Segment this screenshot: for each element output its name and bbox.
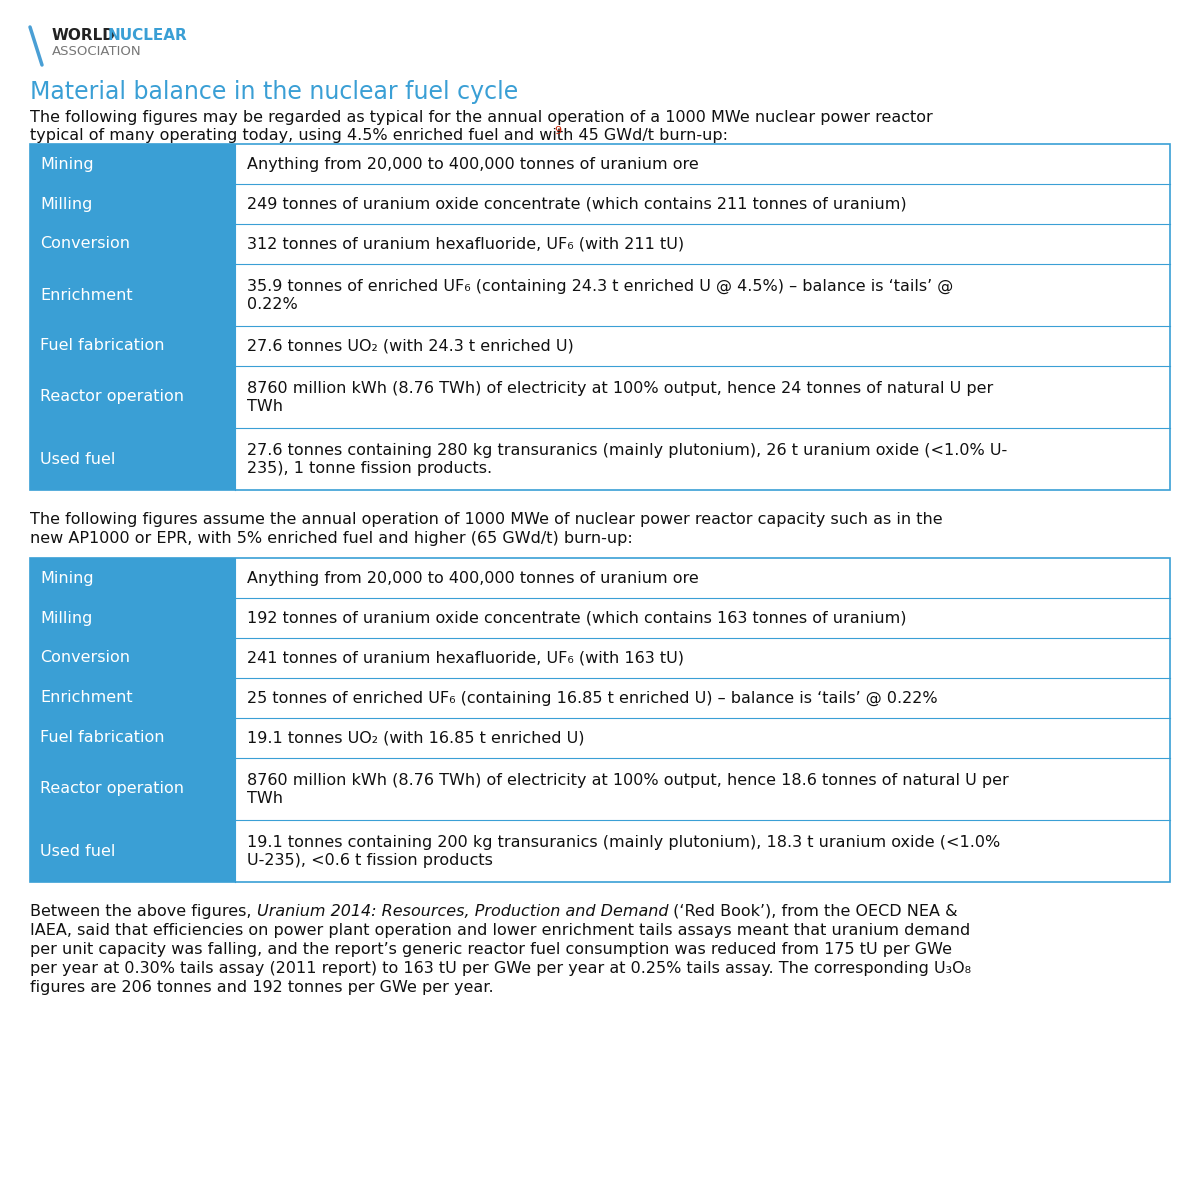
Text: Uranium 2014: Resources, Production and Demand: Uranium 2014: Resources, Production and … <box>257 904 668 919</box>
Bar <box>30 678 235 718</box>
Text: Enrichment: Enrichment <box>40 690 133 706</box>
Text: 27.6 tonnes containing 280 kg transuranics (mainly plutonium), 26 t uranium oxid: 27.6 tonnes containing 280 kg transurani… <box>247 443 1007 458</box>
Text: Between the above figures,: Between the above figures, <box>30 904 257 919</box>
Bar <box>30 326 235 367</box>
Text: 312 tonnes of uranium hexafluoride, UF₆ (with 211 tU): 312 tonnes of uranium hexafluoride, UF₆ … <box>247 237 684 251</box>
Bar <box>235 820 1170 882</box>
Text: Milling: Milling <box>40 610 92 626</box>
Text: 241 tonnes of uranium hexafluoride, UF₆ (with 163 tU): 241 tonnes of uranium hexafluoride, UF₆ … <box>247 651 684 665</box>
Text: 9: 9 <box>554 126 562 136</box>
Text: Enrichment: Enrichment <box>40 288 133 302</box>
Text: Milling: Milling <box>40 196 92 212</box>
Text: Material balance in the nuclear fuel cycle: Material balance in the nuclear fuel cyc… <box>30 80 518 104</box>
Text: 35.9 tonnes of enriched UF₆ (containing 24.3 t enriched U @ 4.5%) – balance is ‘: 35.9 tonnes of enriched UF₆ (containing … <box>247 278 953 294</box>
Bar <box>235 758 1170 820</box>
Text: 8760 million kWh (8.76 TWh) of electricity at 100% output, hence 18.6 tonnes of : 8760 million kWh (8.76 TWh) of electrici… <box>247 774 1009 788</box>
Text: per unit capacity was falling, and the report’s generic reactor fuel consumption: per unit capacity was falling, and the r… <box>30 942 952 957</box>
Bar <box>30 144 1170 490</box>
Text: figures are 206 tonnes and 192 tonnes per GWe per year.: figures are 206 tonnes and 192 tonnes pe… <box>30 981 493 995</box>
Text: new AP1000 or EPR, with 5% enriched fuel and higher (65 GWd/t) burn-up:: new AP1000 or EPR, with 5% enriched fuel… <box>30 531 632 546</box>
Text: Mining: Mining <box>40 157 94 171</box>
Bar <box>30 367 235 428</box>
Text: The following figures may be regarded as typical for the annual operation of a 1: The following figures may be regarded as… <box>30 109 932 125</box>
Bar <box>235 367 1170 428</box>
Text: 8760 million kWh (8.76 TWh) of electricity at 100% output, hence 24 tonnes of na: 8760 million kWh (8.76 TWh) of electrici… <box>247 381 994 396</box>
Text: Fuel fabrication: Fuel fabrication <box>40 338 164 353</box>
Bar <box>30 144 235 184</box>
Text: 0.22%: 0.22% <box>247 298 298 312</box>
Text: U-235), <0.6 t fission products: U-235), <0.6 t fission products <box>247 853 493 868</box>
Text: 192 tonnes of uranium oxide concentrate (which contains 163 tonnes of uranium): 192 tonnes of uranium oxide concentrate … <box>247 610 906 626</box>
Text: Fuel fabrication: Fuel fabrication <box>40 731 164 745</box>
Text: Anything from 20,000 to 400,000 tonnes of uranium ore: Anything from 20,000 to 400,000 tonnes o… <box>247 570 698 585</box>
Text: 27.6 tonnes UO₂ (with 24.3 t enriched U): 27.6 tonnes UO₂ (with 24.3 t enriched U) <box>247 338 574 353</box>
Text: 19.1 tonnes containing 200 kg transuranics (mainly plutonium), 18.3 t uranium ox: 19.1 tonnes containing 200 kg transurani… <box>247 835 1001 850</box>
Bar <box>235 184 1170 224</box>
Text: The following figures assume the annual operation of 1000 MWe of nuclear power r: The following figures assume the annual … <box>30 512 943 527</box>
Bar <box>235 599 1170 638</box>
Text: Reactor operation: Reactor operation <box>40 389 184 405</box>
Bar <box>30 558 1170 882</box>
Text: IAEA, said that efficiencies on power plant operation and lower enrichment tails: IAEA, said that efficiencies on power pl… <box>30 923 971 938</box>
Bar <box>30 428 235 490</box>
Text: 235), 1 tonne fission products.: 235), 1 tonne fission products. <box>247 461 492 476</box>
Text: NUCLEAR: NUCLEAR <box>108 29 187 43</box>
Text: Conversion: Conversion <box>40 237 130 251</box>
Bar <box>235 718 1170 758</box>
Text: Conversion: Conversion <box>40 651 130 665</box>
Text: Used fuel: Used fuel <box>40 844 115 858</box>
Text: WORLD: WORLD <box>52 29 116 43</box>
Bar <box>235 638 1170 678</box>
Text: ASSOCIATION: ASSOCIATION <box>52 45 142 58</box>
Bar <box>30 758 235 820</box>
Bar <box>235 558 1170 599</box>
Text: 19.1 tonnes UO₂ (with 16.85 t enriched U): 19.1 tonnes UO₂ (with 16.85 t enriched U… <box>247 731 584 745</box>
Bar <box>30 264 235 326</box>
Text: TWh: TWh <box>247 791 283 806</box>
Text: Used fuel: Used fuel <box>40 451 115 466</box>
Text: per year at 0.30% tails assay (2011 report) to 163 tU per GWe per year at 0.25% : per year at 0.30% tails assay (2011 repo… <box>30 962 971 976</box>
Bar <box>30 638 235 678</box>
Bar <box>235 326 1170 367</box>
Text: 25 tonnes of enriched UF₆ (containing 16.85 t enriched U) – balance is ‘tails’ @: 25 tonnes of enriched UF₆ (containing 16… <box>247 690 937 706</box>
Bar <box>235 264 1170 326</box>
Text: TWh: TWh <box>247 399 283 414</box>
Bar <box>235 224 1170 264</box>
Text: 249 tonnes of uranium oxide concentrate (which contains 211 tonnes of uranium): 249 tonnes of uranium oxide concentrate … <box>247 196 907 212</box>
Bar <box>30 599 235 638</box>
Bar <box>30 820 235 882</box>
Text: (‘Red Book’), from the OECD NEA &: (‘Red Book’), from the OECD NEA & <box>668 904 958 919</box>
Text: Mining: Mining <box>40 570 94 585</box>
Bar <box>235 144 1170 184</box>
Bar <box>30 558 235 599</box>
Bar <box>30 718 235 758</box>
Bar <box>30 184 235 224</box>
Text: typical of many operating today, using 4.5% enriched fuel and with 45 GWd/t burn: typical of many operating today, using 4… <box>30 129 728 143</box>
Bar <box>235 678 1170 718</box>
Text: Reactor operation: Reactor operation <box>40 782 184 796</box>
Bar <box>235 428 1170 490</box>
Text: Anything from 20,000 to 400,000 tonnes of uranium ore: Anything from 20,000 to 400,000 tonnes o… <box>247 157 698 171</box>
Bar <box>30 224 235 264</box>
